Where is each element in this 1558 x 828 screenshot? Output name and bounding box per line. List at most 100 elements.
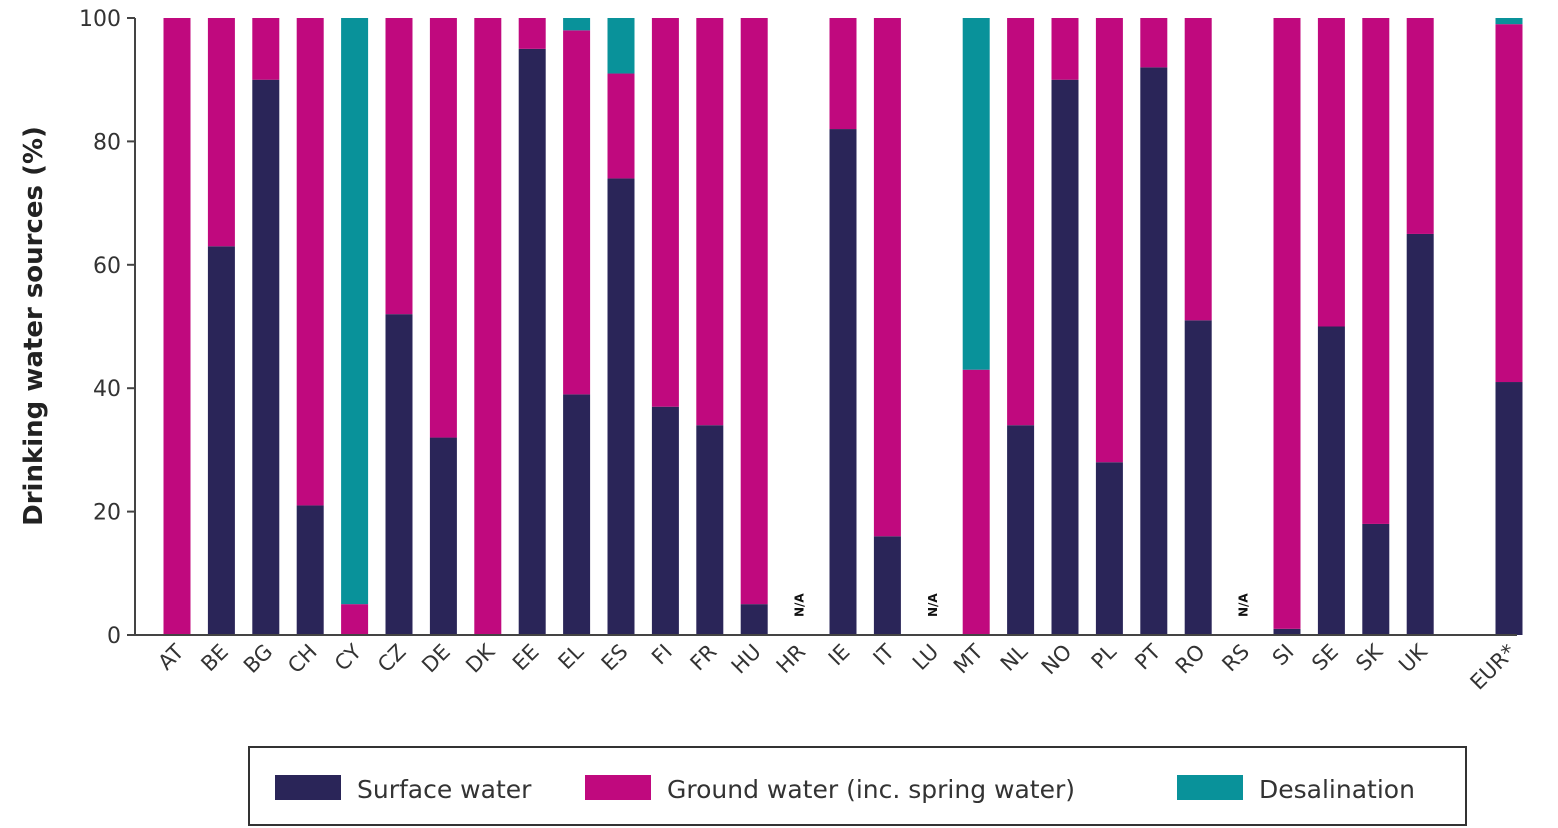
bar-segment-el-1: [563, 30, 591, 395]
bar-segment-sk-1: [1362, 18, 1390, 524]
x-tick-label: SI: [1268, 640, 1299, 671]
legend-label: Ground water (inc. spring water): [667, 775, 1075, 804]
bar-segment-dk-1: [474, 18, 502, 635]
bar-segment-ie-0: [829, 129, 857, 635]
x-tick-label: PL: [1087, 639, 1121, 673]
bar-segment-nl-1: [1007, 18, 1035, 426]
bar-segment-it-0: [873, 536, 901, 635]
na-label: N/A: [926, 593, 940, 617]
x-tick-label: CY: [330, 639, 366, 675]
bar-segment-ch-1: [296, 18, 324, 506]
x-tick-label: IT: [869, 639, 900, 670]
bar-segment-at-1: [163, 18, 191, 635]
x-tick-label: NL: [996, 639, 1033, 676]
x-axis-labels: AT BE BG CH CY CZ DE DK EE EL ES FI FR HU HR IE IT LU MT NL…: [153, 639, 1520, 695]
bar-segment-el-0: [563, 394, 591, 635]
y-tick-label: 100: [79, 7, 121, 32]
legend-swatch: [275, 775, 341, 800]
bar-segment-hu-0: [740, 604, 768, 635]
x-tick-label: DK: [461, 639, 500, 678]
na-label: N/A: [1237, 593, 1251, 617]
x-tick-label: EUR*: [1466, 640, 1521, 695]
x-tick-label: RS: [1217, 640, 1254, 677]
bar-segment-el-2: [563, 18, 591, 31]
x-tick-label: HR: [772, 640, 810, 678]
bar-segment-fi-0: [651, 406, 679, 635]
bar-segment-eur-2: [1495, 18, 1523, 25]
bar-segment-es-0: [607, 178, 635, 636]
x-tick-label: HU: [727, 640, 766, 679]
x-tick-label: BG: [239, 640, 277, 678]
bar-segment-fr-1: [696, 18, 724, 426]
legend-box: [248, 746, 1467, 826]
bar-segment-mt-1: [962, 369, 990, 635]
x-tick-label: MT: [949, 639, 988, 678]
bar-segment-bg-1: [252, 18, 280, 80]
bar-segment-no-0: [1051, 79, 1079, 635]
bar-segment-ee-0: [518, 48, 546, 636]
y-tick-label: 0: [107, 624, 121, 649]
bar-segment-ch-0: [296, 505, 324, 635]
x-tick-label: LU: [908, 640, 943, 675]
bar-segment-sk-0: [1362, 523, 1390, 635]
bar-segment-cz-0: [385, 314, 413, 635]
x-tick-label: IE: [824, 640, 855, 671]
bar-segment-es-1: [607, 73, 635, 179]
x-tick-label: SE: [1307, 640, 1343, 676]
bar-segment-pt-0: [1140, 67, 1168, 636]
y-tick-label: 80: [93, 130, 121, 155]
legend: Surface water Ground water (inc. spring w…: [248, 746, 1467, 826]
bar-segment-be-0: [207, 246, 235, 636]
x-tick-label: DE: [417, 640, 455, 678]
y-axis-ticks: 0 20 40 60 80 100: [79, 7, 135, 649]
bar-segment-bg-0: [252, 79, 280, 635]
legend-swatch: [585, 775, 651, 800]
bar-segment-se-1: [1317, 18, 1345, 327]
axes: [134, 18, 1517, 636]
x-tick-label: EE: [508, 640, 544, 676]
na-labels: N/A N/A N/A: [793, 593, 1251, 617]
x-tick-label: CH: [283, 640, 322, 679]
x-tick-label: AT: [153, 639, 188, 674]
bar-segment-eur-1: [1495, 24, 1523, 383]
bar-segment-cy-2: [341, 18, 369, 605]
y-axis-label-group: Drinking water sources (%): [19, 126, 49, 526]
bar-segment-de-0: [429, 437, 457, 635]
x-tick-label: ES: [597, 640, 633, 676]
bars: [163, 18, 1523, 636]
x-tick-label: FR: [686, 640, 722, 676]
x-tick-label: EL: [554, 639, 589, 674]
bar-segment-de-1: [429, 18, 457, 438]
x-tick-label: UK: [1394, 639, 1432, 677]
y-tick-label: 40: [93, 377, 121, 402]
bar-segment-si-0: [1273, 628, 1301, 635]
bar-segment-cy-1: [341, 604, 369, 635]
bar-segment-fi-1: [651, 18, 679, 407]
bar-segment-ie-1: [829, 18, 857, 130]
bar-segment-pl-1: [1095, 18, 1123, 463]
bar-segment-fr-0: [696, 425, 724, 635]
bar-segment-hu-1: [740, 18, 768, 605]
y-axis-label: Drinking water sources (%): [19, 126, 49, 526]
x-tick-label: SK: [1351, 639, 1388, 676]
bar-segment-uk-1: [1406, 18, 1434, 234]
legend-swatch: [1177, 775, 1243, 800]
bar-segment-be-1: [207, 18, 235, 247]
bar-segment-se-0: [1317, 326, 1345, 635]
bar-segment-cz-1: [385, 18, 413, 315]
x-tick-label: FI: [647, 640, 677, 670]
bar-segment-pl-0: [1095, 462, 1123, 635]
bar-segment-pt-1: [1140, 18, 1168, 68]
bar-segment-no-1: [1051, 18, 1079, 80]
bar-segment-it-1: [873, 18, 901, 537]
bar-segment-ee-1: [518, 18, 546, 49]
y-tick-label: 60: [93, 254, 121, 279]
bar-segment-si-1: [1273, 18, 1301, 629]
bar-segment-es-2: [607, 18, 635, 74]
bar-segment-nl-0: [1007, 425, 1035, 635]
bar-segment-ro-1: [1184, 18, 1212, 321]
x-tick-label: RO: [1171, 640, 1210, 679]
legend-label: Surface water: [357, 775, 532, 804]
x-tick-label: PT: [1130, 639, 1165, 674]
x-tick-label: NO: [1037, 640, 1077, 680]
